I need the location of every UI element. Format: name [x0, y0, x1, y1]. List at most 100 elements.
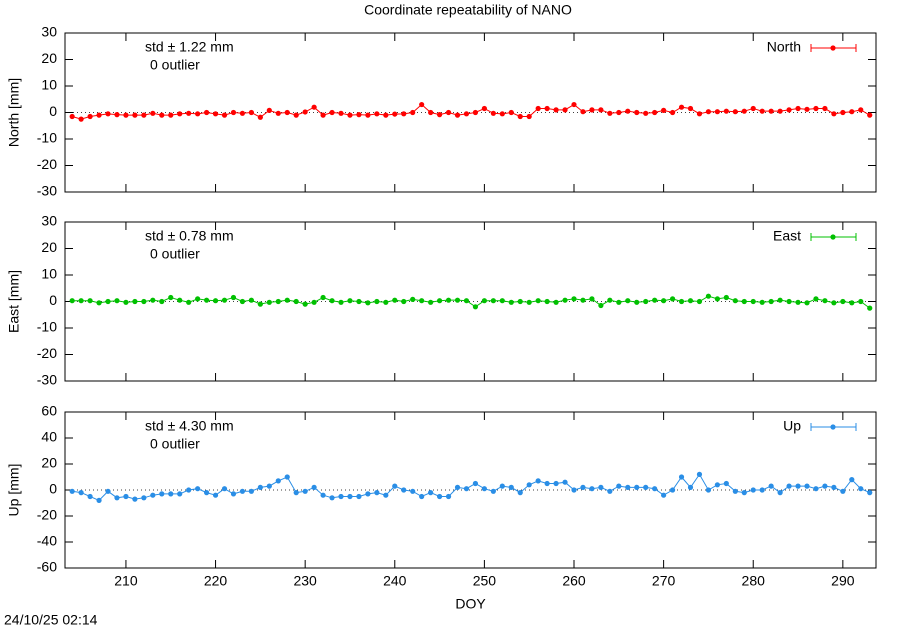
data-point — [114, 112, 120, 118]
y-axis-label: North [mm] — [6, 78, 22, 147]
data-point — [230, 109, 237, 116]
data-point — [508, 299, 514, 305]
data-point — [195, 296, 201, 302]
data-point — [669, 487, 676, 493]
data-point — [177, 111, 183, 117]
data-point — [544, 480, 550, 487]
data-point — [392, 483, 398, 489]
data-point — [177, 297, 183, 303]
data-point — [69, 298, 75, 304]
data-point — [445, 493, 452, 500]
y-axis-label: Up [mm] — [6, 464, 22, 517]
data-point — [687, 298, 694, 304]
data-point — [732, 298, 738, 304]
data-point — [831, 111, 837, 117]
data-point — [643, 484, 649, 490]
data-point — [589, 296, 595, 302]
data-point — [490, 110, 496, 116]
data-point — [535, 298, 541, 304]
x-tick-label: 230 — [293, 573, 317, 589]
y-tick-label: -20 — [37, 345, 57, 361]
data-point — [625, 298, 631, 304]
data-point — [634, 299, 640, 305]
data-point — [768, 483, 774, 489]
data-point — [652, 486, 658, 492]
data-point — [150, 297, 156, 303]
data-point — [768, 298, 774, 305]
data-point — [804, 300, 810, 306]
data-point — [643, 110, 649, 116]
data-point — [777, 108, 783, 114]
data-point — [867, 490, 873, 496]
data-point — [499, 483, 505, 489]
data-line — [72, 295, 871, 309]
plot-frame — [64, 411, 877, 569]
data-point — [212, 492, 219, 498]
data-point — [329, 298, 335, 304]
data-point — [687, 105, 694, 112]
y-tick-label: 10 — [41, 266, 57, 282]
data-point — [571, 296, 577, 302]
data-point — [589, 107, 595, 113]
data-point — [186, 299, 192, 305]
data-point — [589, 486, 595, 492]
data-point — [714, 482, 720, 488]
data-point — [598, 302, 604, 309]
data-point — [463, 298, 470, 304]
legend-swatch — [830, 424, 836, 430]
data-point — [132, 112, 138, 118]
data-point — [661, 107, 667, 113]
data-point — [96, 300, 102, 306]
legend-label: Up — [783, 418, 801, 434]
data-point — [428, 490, 434, 496]
data-point — [840, 109, 846, 116]
annotation: 0 outlier — [150, 246, 200, 262]
y-tick-label: 0 — [49, 481, 57, 497]
data-point — [822, 483, 828, 489]
data-point — [230, 294, 237, 301]
data-point — [795, 105, 801, 112]
data-point — [535, 478, 541, 484]
data-point — [607, 297, 613, 303]
data-point — [221, 112, 228, 118]
data-point — [517, 298, 523, 305]
y-tick-label: 60 — [41, 403, 57, 419]
data-point — [669, 296, 676, 302]
annotation: 0 outlier — [150, 57, 200, 73]
data-point — [472, 304, 479, 310]
y-tick-label: -20 — [37, 156, 57, 172]
data-point — [347, 493, 353, 500]
data-point — [616, 109, 622, 116]
annotation: 0 outlier — [150, 436, 200, 452]
data-point — [732, 488, 738, 494]
data-line — [72, 103, 870, 120]
data-point — [867, 112, 873, 118]
y-tick-label: -30 — [37, 372, 57, 388]
data-point — [508, 109, 514, 116]
y-tick-label: -20 — [37, 507, 57, 523]
data-point — [374, 111, 380, 117]
y-tick-label: 0 — [49, 292, 57, 308]
timestamp: 24/10/25 02:14 — [4, 612, 98, 628]
data-point — [383, 112, 389, 118]
data-point — [266, 483, 272, 489]
data-point — [705, 487, 712, 493]
y-tick-label: 0 — [49, 103, 57, 119]
data-point — [786, 298, 792, 305]
data-point — [203, 297, 210, 303]
data-point — [831, 484, 837, 490]
data-point — [347, 298, 353, 304]
y-tick-label: 30 — [41, 24, 57, 40]
data-point — [87, 493, 93, 500]
data-point — [168, 294, 174, 301]
chart-title: Coordinate repeatability of NANO — [364, 2, 572, 18]
data-point — [580, 297, 586, 303]
data-point — [419, 493, 425, 500]
data-point — [392, 297, 398, 303]
data-point — [374, 298, 380, 305]
x-tick-label: 250 — [473, 573, 497, 589]
data-point — [678, 474, 685, 480]
data-point — [696, 298, 703, 305]
data-point — [858, 298, 864, 305]
data-point — [858, 486, 864, 492]
